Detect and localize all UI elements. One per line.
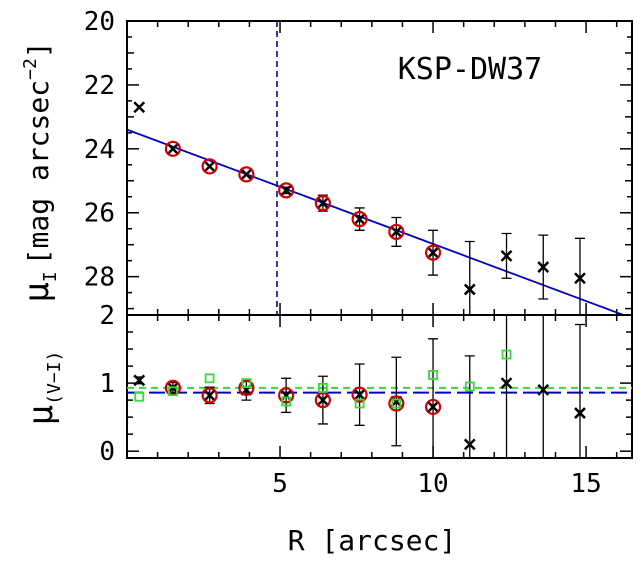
top-point-open-circle — [238, 166, 255, 183]
ylabel-top-unit: mag arcsec — [22, 80, 55, 249]
bottom-point-x — [427, 401, 439, 413]
top-point-x — [353, 213, 366, 226]
top-point-open-circle — [351, 211, 368, 228]
top-plot-area — [127, 21, 627, 315]
ylabel-top-bracket-open: [ — [22, 248, 55, 265]
top-point-x — [537, 261, 550, 273]
x-tick-label: 5 — [272, 469, 288, 499]
bottom-point-open-square — [354, 398, 365, 409]
bottom-y-tick-label: 0 — [99, 437, 115, 467]
top-point-x — [240, 168, 253, 181]
top-y-tick-label: 26 — [84, 199, 115, 229]
bottom-point-open-square — [168, 386, 178, 397]
x-tick-label: 10 — [417, 469, 448, 499]
bottom-panel: 0 1 2 5 10 15 — [99, 301, 633, 499]
bottom-point-open-square — [281, 396, 292, 407]
top-y-tick-label: 22 — [84, 71, 115, 101]
ylabel-top-bracket-close: ] — [22, 41, 55, 58]
top-panel: 20 22 24 26 28 — [84, 7, 633, 316]
top-point-x — [390, 226, 403, 238]
top-y-tick-label: 28 — [84, 263, 115, 293]
top-point-x — [500, 249, 513, 262]
top-point-x — [316, 197, 329, 210]
ylabel-top-sup: −2 — [20, 58, 41, 80]
bottom-point-open-square — [464, 381, 475, 392]
bottom-y-axis-label: μ(V−I) — [21, 351, 65, 426]
bottom-point-x — [574, 407, 586, 419]
x-axis-label: R [arcsec] — [288, 524, 457, 557]
bottom-point-x — [133, 374, 146, 387]
bottom-y-tick-label: 1 — [99, 369, 115, 399]
top-y-axis-label: μI [mag arcsec−2] — [17, 41, 61, 302]
x-tick-label: 15 — [570, 469, 601, 499]
bottom-point-open-circle — [278, 387, 295, 404]
bottom-y-tick-label: 2 — [99, 301, 115, 331]
top-point-open-circle — [388, 223, 405, 241]
bottom-frame — [126, 314, 633, 459]
bottom-point-open-square — [204, 373, 215, 384]
bottom-point-x — [316, 394, 329, 407]
fit-line — [127, 128, 627, 315]
top-point-x — [463, 283, 476, 296]
top-point-open-circle — [278, 182, 295, 199]
top-point-x — [203, 160, 216, 173]
top-y-tick-label: 20 — [84, 7, 115, 37]
top-point-open-circle — [314, 195, 331, 212]
top-point-x — [167, 142, 179, 155]
bottom-point-open-circle — [314, 392, 331, 409]
bottom-point-open-square — [501, 349, 512, 360]
bottom-plot-area — [127, 315, 632, 458]
top-y-tick-label: 24 — [84, 135, 115, 165]
bottom-point-open-square — [317, 382, 328, 393]
bottom-point-x — [203, 389, 216, 402]
bottom-point-open-square — [428, 370, 438, 380]
svg-text:μ(V−I): μ(V−I) — [21, 351, 65, 426]
annotation-label: KSP-DW37 — [398, 52, 543, 87]
top-point-open-circle — [164, 140, 182, 157]
bottom-point-open-circle — [351, 386, 368, 403]
ylabel-top-sub: I — [40, 271, 61, 282]
bottom-point-open-circle — [201, 387, 218, 404]
ylabel-top-symbol: μ — [17, 282, 57, 302]
top-point-x — [133, 101, 146, 114]
top-point-open-circle — [424, 244, 442, 261]
ylabel-bottom-symbol: μ — [21, 405, 61, 425]
bottom-point-open-circle — [388, 395, 405, 412]
bottom-point-open-square — [134, 391, 145, 402]
bottom-point-open-circle — [424, 398, 442, 416]
bottom-point-open-square — [391, 398, 402, 409]
top-point-x — [427, 246, 439, 259]
top-point-open-circle — [201, 158, 218, 175]
bottom-point-x — [463, 438, 476, 451]
bottom-point-x — [500, 377, 513, 389]
bottom-point-x — [537, 384, 550, 396]
bottom-point-open-circle — [238, 379, 255, 396]
top-point-x — [574, 272, 586, 285]
bottom-point-x — [353, 388, 366, 401]
svg-text:μI[mag arcsec−2]: μI [mag arcsec−2] — [17, 41, 61, 302]
top-point-x — [280, 184, 293, 197]
ylabel-bottom-sub: (V−I) — [44, 351, 65, 405]
bottom-point-open-square — [241, 378, 252, 388]
